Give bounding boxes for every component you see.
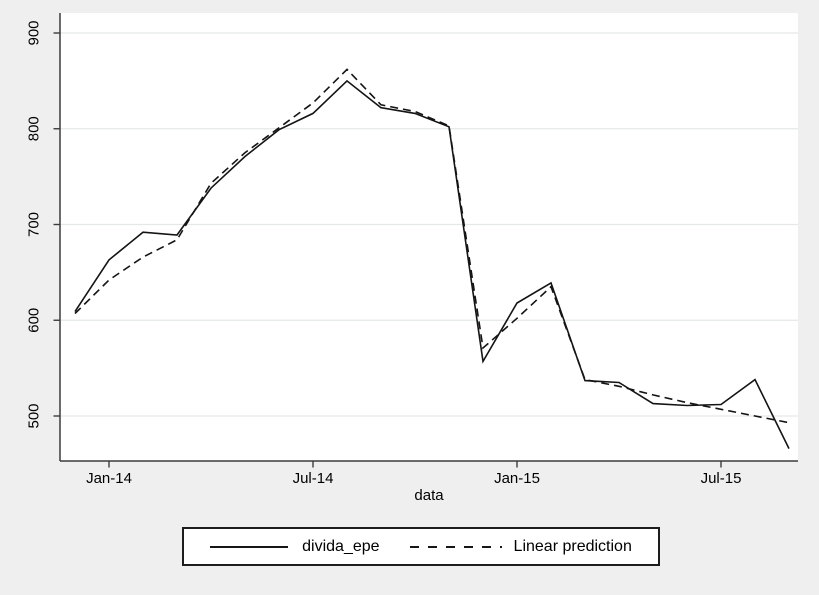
series-line-linear-prediction <box>74 68 790 424</box>
y-tick-label: 600 <box>26 308 43 333</box>
x-tick-label: Jan-14 <box>86 470 132 487</box>
x-tick-label: Jul-14 <box>293 470 334 487</box>
legend-label-linear-prediction: Linear prediction <box>513 537 632 555</box>
x-tick-label: Jan-15 <box>494 470 540 487</box>
chart-legend: divida_epe Linear prediction <box>182 527 660 566</box>
y-tick-label: 800 <box>26 116 43 141</box>
legend-dashed-line-sample <box>409 545 502 548</box>
y-tick-label: 500 <box>26 403 43 428</box>
plot-area <box>60 13 798 461</box>
y-tick-label: 900 <box>26 20 43 45</box>
legend-solid-line-sample <box>210 545 289 548</box>
x-axis-title: data <box>414 487 444 504</box>
x-tick-label: Jul-15 <box>701 470 742 487</box>
y-tick-label: 700 <box>26 212 43 237</box>
legend-label-divida-epe: divida_epe <box>302 537 380 555</box>
line-chart: 500 600 700 800 900 Jan-14 Jul-14 Jan-15 Jul-15 <box>26 13 798 487</box>
